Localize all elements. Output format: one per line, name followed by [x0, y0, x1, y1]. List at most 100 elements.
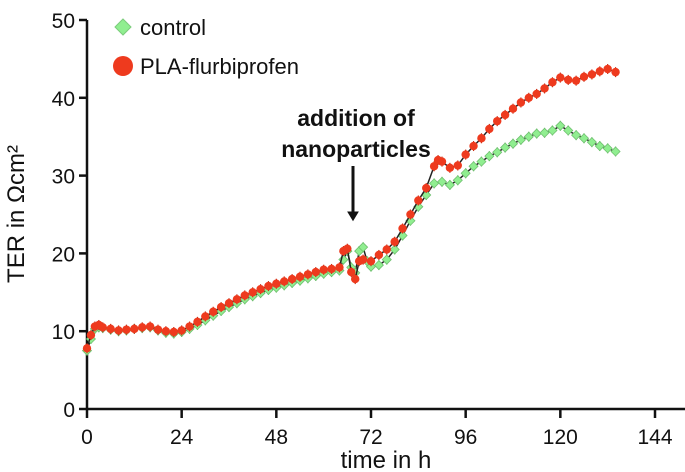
data-point-control: [602, 143, 613, 154]
y-tick-label: 10: [52, 321, 75, 344]
data-point-control: [436, 176, 448, 187]
data-point-pla-flurbiprofen: [469, 141, 478, 151]
legend-label-control: control: [140, 15, 206, 40]
data-point-control: [484, 151, 495, 162]
data-point-control: [586, 137, 597, 148]
data-point-control: [610, 146, 621, 157]
data-point-pla-flurbiprofen: [366, 256, 376, 266]
data-point-pla-flurbiprofen: [185, 322, 194, 331]
y-tick-label: 50: [52, 10, 75, 33]
data-point-pla-flurbiprofen: [216, 302, 226, 312]
data-point-control: [460, 168, 471, 179]
data-point-pla-flurbiprofen: [201, 312, 210, 321]
x-tick-label: 120: [543, 426, 578, 449]
data-point-pla-flurbiprofen: [548, 78, 557, 87]
data-point-pla-flurbiprofen: [445, 163, 455, 173]
data-point-pla-flurbiprofen: [138, 323, 147, 332]
data-point-pla-flurbiprofen: [461, 150, 470, 159]
legend-marker-pla-flurbiprofen: [113, 56, 133, 76]
data-point-control: [381, 254, 392, 265]
data-point-control: [373, 260, 384, 271]
data-point-pla-flurbiprofen: [595, 67, 604, 76]
series-layer: [81, 64, 621, 356]
data-point-control: [468, 161, 479, 172]
data-point-pla-flurbiprofen: [280, 277, 289, 286]
data-point-pla-flurbiprofen: [86, 330, 96, 340]
data-point-control: [547, 125, 558, 136]
data-point-pla-flurbiprofen: [564, 75, 573, 85]
data-point-control: [389, 244, 400, 255]
data-point-pla-flurbiprofen: [500, 110, 510, 120]
data-point-control: [500, 142, 511, 153]
data-point-pla-flurbiprofen: [540, 84, 549, 93]
data-point-pla-flurbiprofen: [556, 73, 565, 82]
x-tick-label: 24: [170, 426, 194, 449]
data-point-pla-flurbiprofen: [571, 76, 581, 85]
legend-item-pla-flurbiprofen: PLA-flurbiprofen: [113, 54, 299, 79]
data-point-control: [358, 242, 369, 253]
y-tick-label: 30: [52, 166, 75, 189]
axes: 0 24 48 72 96 120 144 0 10 20 30 40 50: [52, 10, 685, 449]
data-point-pla-flurbiprofen: [114, 326, 123, 335]
data-point-control: [571, 130, 582, 141]
x-axis-title: time in h: [341, 447, 432, 472]
data-point-control: [444, 179, 455, 191]
data-point-pla-flurbiprofen: [311, 267, 320, 277]
data-point-pla-flurbiprofen: [82, 344, 92, 353]
legend: control PLA-flurbiprofen: [113, 15, 299, 79]
data-point-control: [578, 133, 590, 144]
data-point-pla-flurbiprofen: [169, 327, 178, 337]
data-point-pla-flurbiprofen: [256, 284, 265, 294]
data-point-pla-flurbiprofen: [351, 274, 360, 284]
data-point-pla-flurbiprofen: [145, 322, 155, 331]
data-point-control: [539, 127, 550, 138]
data-point-pla-flurbiprofen: [508, 104, 518, 113]
data-point-pla-flurbiprofen: [453, 161, 462, 170]
data-point-pla-flurbiprofen: [516, 98, 526, 107]
data-point-control: [563, 125, 574, 136]
data-point-pla-flurbiprofen: [335, 263, 344, 272]
data-point-pla-flurbiprofen: [422, 183, 431, 193]
legend-label-pla-flurbiprofen: PLA-flurbiprofen: [140, 54, 299, 79]
data-point-control: [523, 131, 534, 142]
data-point-control: [555, 120, 566, 131]
x-tick-label: 48: [265, 426, 288, 449]
x-tick-label: 144: [637, 426, 672, 449]
data-point-pla-flurbiprofen: [98, 323, 107, 332]
x-tick-label: 0: [81, 426, 93, 449]
data-point-pla-flurbiprofen: [264, 281, 273, 291]
data-point-control: [492, 147, 503, 158]
data-point-pla-flurbiprofen: [209, 307, 218, 316]
x-tick-label: 96: [454, 426, 477, 449]
data-point-pla-flurbiprofen: [477, 134, 486, 143]
data-point-pla-flurbiprofen: [532, 89, 541, 99]
data-point-pla-flurbiprofen: [303, 270, 313, 279]
data-point-pla-flurbiprofen: [327, 264, 336, 274]
data-point-pla-flurbiprofen: [358, 255, 368, 264]
data-point-pla-flurbiprofen: [248, 288, 257, 297]
data-point-pla-flurbiprofen: [437, 157, 447, 166]
data-point-pla-flurbiprofen: [272, 279, 281, 288]
annotation-line-2: nanoparticles: [281, 136, 431, 162]
data-point-pla-flurbiprofen: [398, 224, 407, 233]
data-point-pla-flurbiprofen: [603, 64, 612, 74]
data-point-pla-flurbiprofen: [493, 116, 502, 126]
data-point-pla-flurbiprofen: [485, 124, 494, 134]
data-point-pla-flurbiprofen: [161, 327, 171, 336]
data-point-control: [515, 134, 526, 145]
annotation: addition of nanoparticles: [281, 105, 431, 222]
data-point-pla-flurbiprofen: [347, 267, 356, 277]
annotation-line-1: addition of: [297, 105, 415, 131]
y-tick-label: 40: [52, 88, 75, 111]
data-point-control: [507, 138, 519, 149]
data-point-pla-flurbiprofen: [390, 237, 399, 246]
series-pla-flurbiprofen: [82, 64, 620, 354]
data-point-pla-flurbiprofen: [130, 324, 139, 334]
data-point-pla-flurbiprofen: [177, 326, 186, 335]
data-point-pla-flurbiprofen: [287, 274, 297, 284]
y-axis-title: TER in Ωcm²: [3, 145, 30, 283]
data-point-control: [531, 128, 542, 139]
legend-item-control: control: [114, 15, 206, 40]
data-point-pla-flurbiprofen: [240, 291, 249, 300]
